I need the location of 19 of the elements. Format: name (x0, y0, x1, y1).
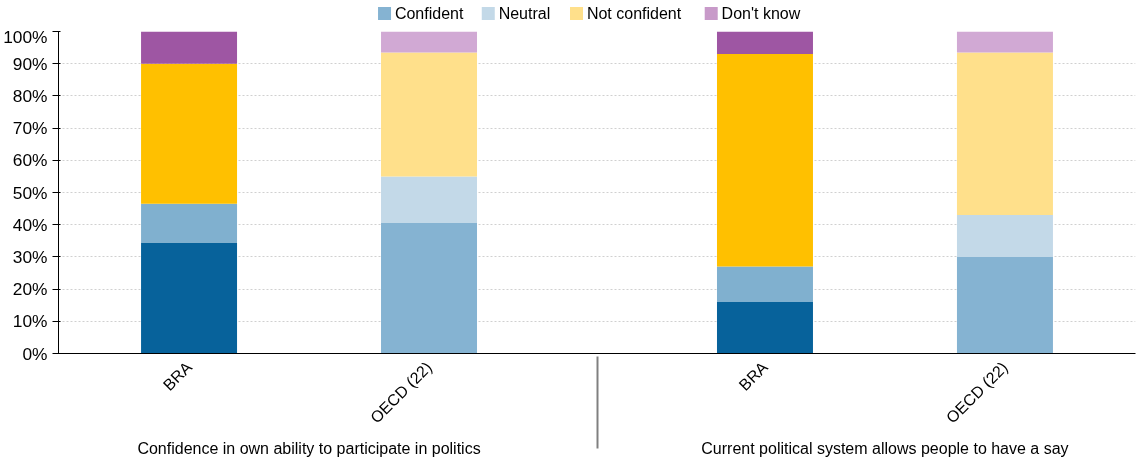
y-tick-label: 10% (12, 311, 48, 332)
y-tick-label: 40% (12, 214, 48, 235)
text: Confidence in own ability to participate in politics (137, 440, 481, 458)
y-tick-label: 20% (12, 279, 48, 300)
y-tick-label: 90% (12, 53, 48, 74)
y-tick-label: 100% (3, 26, 48, 47)
legend-label: Don't know (721, 5, 801, 22)
y-tick-label: 80% (12, 85, 48, 106)
legend-label: Confident (394, 5, 464, 22)
y-tick-label: 70% (12, 118, 48, 139)
y-tick-label: 0% (22, 343, 48, 364)
y-tick-label: 30% (12, 246, 48, 267)
x-tick-label: BRA (159, 358, 196, 394)
text: Current political system allows people to have a say (701, 440, 1069, 458)
y-tick-label: 50% (12, 182, 48, 203)
y-tick-label: 60% (12, 150, 48, 171)
legend-label: Not confident (586, 5, 682, 22)
x-tick-label: BRA (735, 358, 772, 394)
legend-label: Neutral (498, 5, 551, 22)
